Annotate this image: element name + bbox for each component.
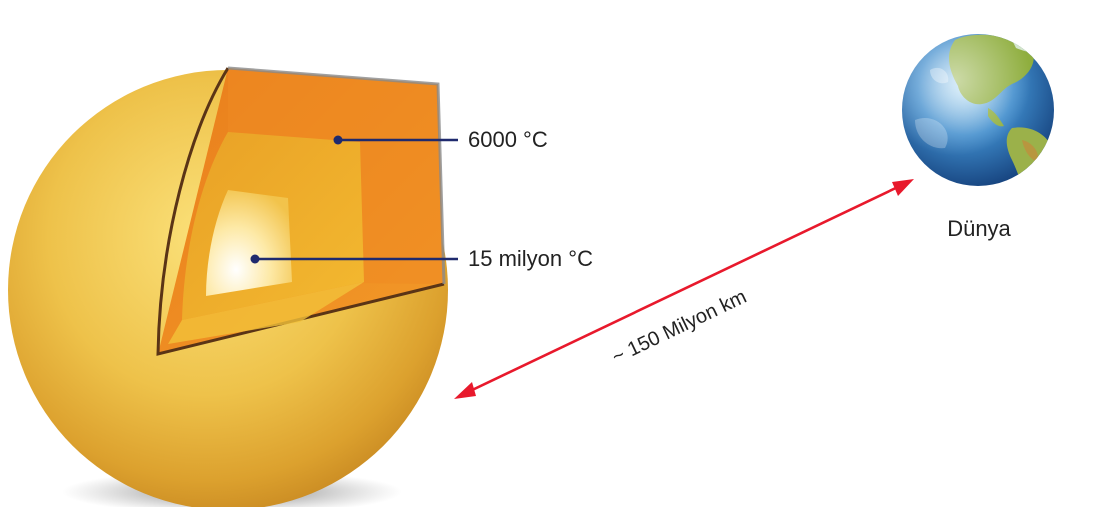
leader-core xyxy=(250,254,458,264)
earth-group xyxy=(902,34,1054,186)
leader-surface xyxy=(333,135,458,145)
sun-core xyxy=(206,190,292,296)
sun-cutaway-edge xyxy=(227,66,446,285)
arrowhead-right xyxy=(892,179,914,196)
arrowhead-left xyxy=(454,382,476,399)
surface-temperature-label: 6000 °C xyxy=(468,127,548,152)
distance-label: ~ 150 Milyon km xyxy=(609,286,750,369)
sun-middle-floor xyxy=(168,282,364,344)
sun-cutaway-rim xyxy=(156,67,445,356)
earth-label: Dünya xyxy=(947,216,1011,241)
core-temperature-label: 15 milyon °C xyxy=(468,246,593,271)
distance-arrow xyxy=(454,179,914,399)
earth-highlight xyxy=(902,34,1054,186)
sun-group xyxy=(8,66,448,507)
